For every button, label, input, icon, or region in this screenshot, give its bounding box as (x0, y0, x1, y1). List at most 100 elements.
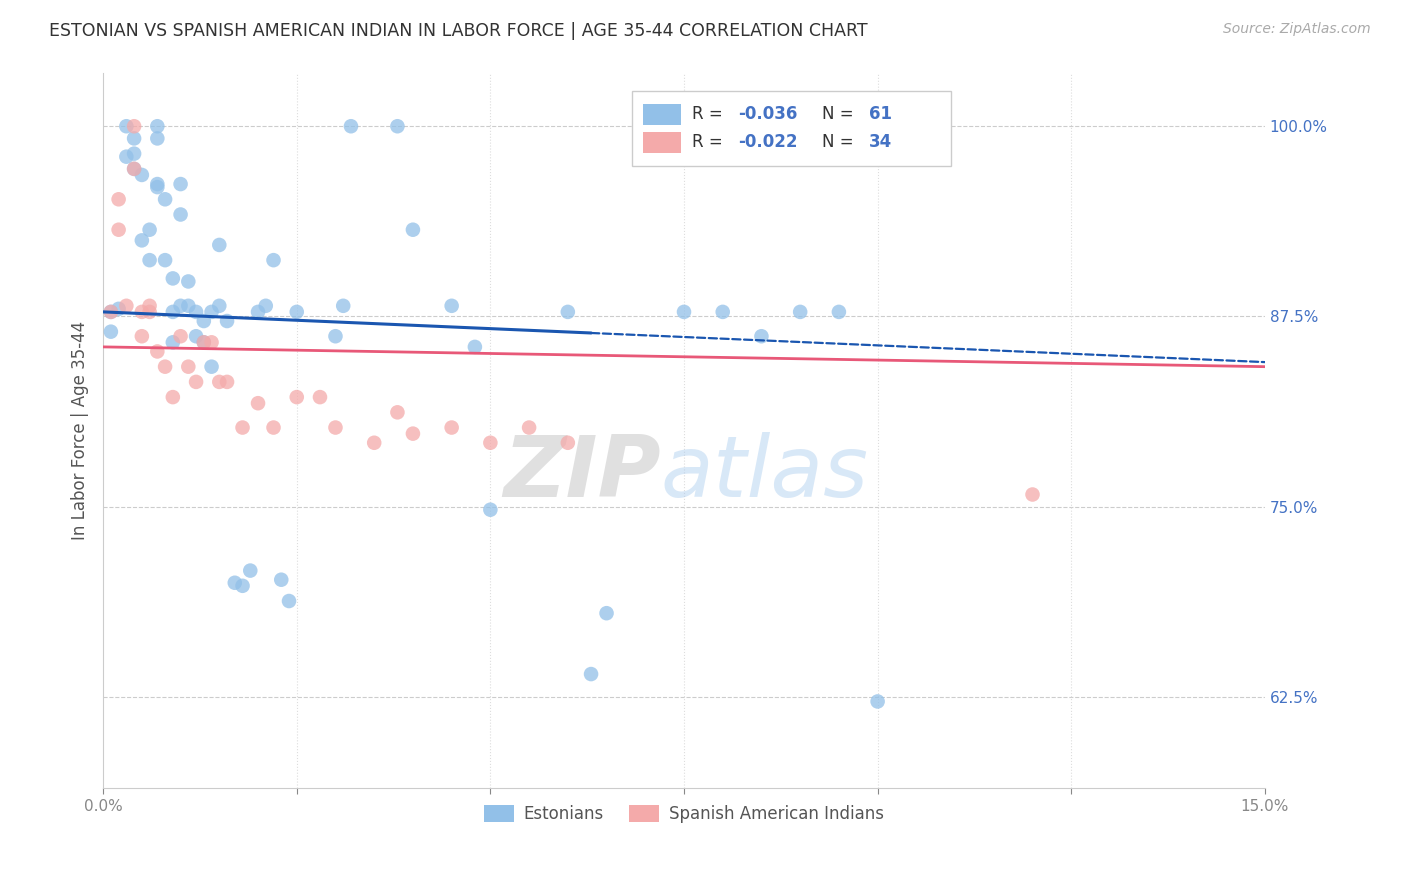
FancyBboxPatch shape (644, 103, 681, 125)
Point (131, 168, 153, 182)
Point (332, 299, 354, 313)
Point (138, 299, 160, 313)
Point (131, 305, 153, 319)
Point (138, 253, 160, 268)
Point (162, 271, 184, 285)
Point (100, 305, 122, 319)
Point (402, 426, 425, 441)
Point (363, 435, 385, 450)
Point (169, 177, 191, 191)
Point (479, 502, 502, 516)
Point (464, 340, 486, 354)
Text: 61: 61 (869, 105, 891, 123)
Text: Source: ZipAtlas.com: Source: ZipAtlas.com (1223, 22, 1371, 37)
Text: N =: N = (823, 105, 859, 123)
Point (169, 329, 191, 343)
Point (131, 329, 153, 343)
Point (579, 667, 602, 681)
Point (224, 575, 246, 590)
Point (278, 594, 301, 608)
Point (340, 120, 363, 134)
Point (672, 305, 695, 319)
Point (162, 305, 184, 319)
Point (215, 314, 238, 328)
Point (162, 335, 184, 350)
Point (387, 405, 409, 419)
Point (208, 238, 231, 252)
Point (1021, 487, 1043, 501)
Point (169, 207, 191, 221)
Text: R =: R = (692, 134, 728, 152)
Text: ZIP: ZIP (503, 432, 661, 515)
Point (122, 131, 145, 145)
Point (285, 305, 308, 319)
Point (232, 420, 254, 434)
Point (122, 120, 145, 134)
Point (115, 150, 138, 164)
Point (595, 606, 617, 620)
Text: -0.022: -0.022 (738, 134, 799, 152)
Point (247, 305, 270, 319)
Point (153, 192, 176, 206)
Text: R =: R = (692, 105, 728, 123)
Point (517, 420, 540, 434)
Point (184, 305, 207, 319)
Point (146, 177, 169, 191)
Point (247, 396, 270, 410)
Point (789, 305, 811, 319)
Point (153, 253, 176, 268)
Point (215, 375, 238, 389)
Point (177, 359, 200, 374)
Point (177, 275, 200, 289)
Legend: Estonians, Spanish American Indians: Estonians, Spanish American Indians (477, 798, 891, 830)
Text: ESTONIAN VS SPANISH AMERICAN INDIAN IN LABOR FORCE | AGE 35-44 CORRELATION CHART: ESTONIAN VS SPANISH AMERICAN INDIAN IN L… (49, 22, 868, 40)
Point (751, 329, 773, 343)
Point (479, 435, 502, 450)
Point (263, 253, 285, 268)
Point (285, 390, 308, 404)
Point (309, 390, 332, 404)
Point (122, 161, 145, 176)
FancyBboxPatch shape (644, 132, 681, 153)
Point (325, 329, 347, 343)
Point (146, 180, 169, 194)
Point (440, 299, 463, 313)
Point (711, 305, 734, 319)
Point (193, 335, 215, 350)
Point (263, 420, 285, 434)
Text: 34: 34 (869, 134, 891, 152)
Y-axis label: In Labor Force | Age 35-44: In Labor Force | Age 35-44 (72, 321, 89, 541)
FancyBboxPatch shape (631, 91, 952, 166)
Point (193, 335, 215, 350)
Point (200, 359, 222, 374)
Point (122, 146, 145, 161)
Point (131, 233, 153, 247)
Point (146, 131, 169, 145)
Point (193, 314, 215, 328)
Point (122, 161, 145, 176)
Point (146, 120, 169, 134)
Point (107, 301, 129, 316)
Point (146, 344, 169, 359)
Text: N =: N = (823, 134, 859, 152)
Point (138, 305, 160, 319)
Point (866, 694, 889, 708)
Point (115, 120, 138, 134)
Point (162, 390, 184, 404)
Point (270, 573, 292, 587)
Point (387, 120, 409, 134)
Point (402, 223, 425, 237)
Point (107, 192, 129, 206)
Point (177, 299, 200, 313)
Point (184, 329, 207, 343)
Point (107, 223, 129, 237)
Point (200, 305, 222, 319)
Text: atlas: atlas (661, 432, 869, 515)
Point (100, 305, 122, 319)
Point (254, 299, 277, 313)
Point (200, 335, 222, 350)
Point (325, 420, 347, 434)
Point (138, 223, 160, 237)
Point (208, 299, 231, 313)
Point (557, 305, 579, 319)
